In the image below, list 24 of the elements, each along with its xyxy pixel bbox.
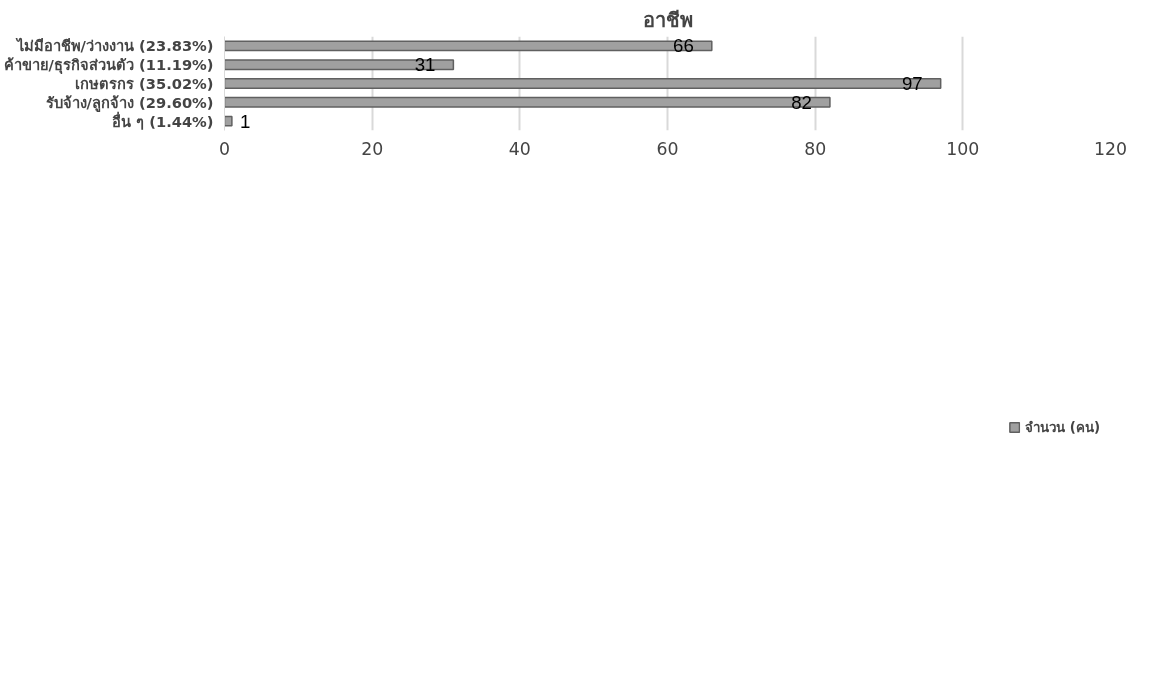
- chart-title: อาชีพ: [642, 7, 693, 32]
- bar: [224, 96, 831, 108]
- y-tick-label: รับจ้าง/ลูกจ้าง (29.60%): [45, 93, 214, 113]
- x-tick-label: 80: [804, 138, 827, 159]
- x-tick-label: 60: [656, 138, 679, 159]
- data-label: 1: [239, 110, 251, 132]
- data-label: 97: [901, 73, 923, 94]
- data-label: 31: [414, 54, 436, 76]
- x-tick-label: 40: [508, 138, 531, 159]
- bar: [224, 59, 455, 71]
- bar: [224, 40, 713, 52]
- data-label: 66: [673, 35, 694, 57]
- y-tick-label: อื่น ๆ (1.44%): [112, 110, 214, 130]
- x-tick-label: 0: [218, 138, 231, 159]
- y-tick-label: ไม่มีอาชีพ/ว่างงาน (23.83%): [14, 37, 214, 55]
- bar: [224, 115, 233, 127]
- y-tick-label: ค้าขาย/ธุรกิจส่วนตัว (11.19%): [3, 56, 214, 75]
- data-label: 82: [791, 91, 812, 113]
- x-tick-label: 100: [946, 138, 980, 159]
- y-tick-label: เกษตรกร (35.02%): [74, 75, 214, 92]
- x-tick-label: 120: [1093, 138, 1128, 159]
- legend-label: จำนวน (คน): [1025, 418, 1100, 437]
- x-tick-label: 20: [361, 138, 384, 159]
- bar: [224, 78, 942, 89]
